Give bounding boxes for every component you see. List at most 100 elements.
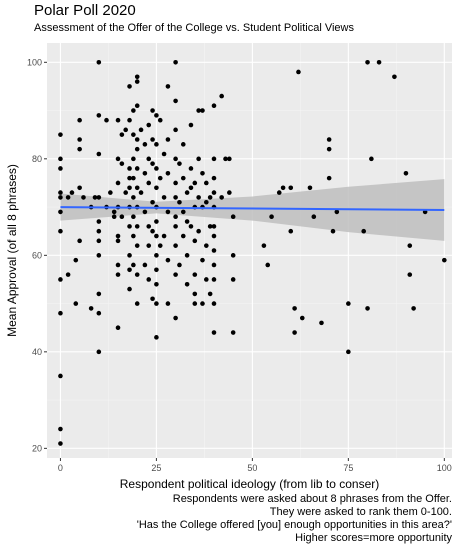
data-point	[96, 310, 102, 316]
data-point	[200, 108, 205, 113]
data-point	[81, 195, 86, 200]
data-point	[211, 103, 217, 109]
data-point	[361, 228, 367, 234]
data-point	[108, 190, 113, 195]
data-point	[192, 272, 198, 277]
data-point	[154, 301, 159, 306]
data-point	[311, 214, 317, 220]
data-point	[200, 301, 205, 306]
y-axis-title: Mean Approval (of all 8 phrases)	[5, 164, 19, 337]
data-point	[92, 195, 98, 200]
data-point	[292, 330, 297, 335]
data-point	[65, 272, 71, 277]
data-point	[127, 175, 132, 181]
data-point	[131, 262, 136, 268]
data-point	[369, 156, 374, 162]
data-point	[131, 214, 136, 220]
data-point	[211, 233, 217, 239]
data-point	[219, 93, 224, 99]
data-point	[127, 117, 132, 123]
data-point	[211, 156, 217, 162]
data-point	[192, 238, 198, 244]
x-tick-label: 100	[437, 463, 452, 473]
data-point	[96, 291, 102, 297]
data-point	[77, 146, 82, 152]
data-point	[142, 209, 148, 215]
data-point	[192, 180, 198, 186]
data-point	[173, 272, 178, 277]
data-point	[180, 175, 186, 181]
data-point	[134, 243, 140, 248]
data-point	[204, 277, 209, 282]
data-point	[165, 301, 171, 306]
data-point	[307, 185, 313, 191]
caption-line-1: Respondents were asked about 8 phrases f…	[172, 493, 452, 505]
data-point	[154, 233, 159, 239]
y-tick-label: 80	[32, 154, 42, 164]
data-point	[365, 306, 370, 311]
data-point	[177, 199, 182, 205]
data-point	[115, 272, 121, 277]
data-point	[119, 132, 125, 137]
data-point	[165, 170, 171, 176]
data-point	[77, 137, 82, 142]
data-point	[77, 238, 82, 244]
data-point	[127, 224, 132, 229]
data-point	[138, 190, 144, 195]
data-point	[127, 267, 132, 273]
data-point	[165, 209, 171, 215]
data-point	[204, 180, 209, 186]
data-point	[376, 60, 382, 65]
caption-line-3: 'Has the College offered [you] enough op…	[136, 519, 452, 531]
data-point	[96, 113, 102, 118]
data-point	[165, 84, 171, 89]
data-point	[173, 315, 178, 321]
data-point	[403, 170, 409, 176]
chart-title: Polar Poll 2020	[34, 2, 136, 19]
data-point	[188, 224, 194, 229]
x-tick-label: 0	[58, 463, 63, 473]
data-point	[204, 243, 209, 248]
data-point	[127, 185, 132, 191]
data-point	[146, 180, 152, 186]
data-point	[96, 60, 102, 65]
data-point	[227, 156, 232, 162]
data-point	[134, 224, 140, 229]
data-point	[96, 228, 102, 234]
data-point	[154, 113, 159, 118]
data-point	[184, 253, 190, 258]
data-point	[115, 117, 121, 123]
data-point	[154, 281, 159, 287]
data-point	[58, 228, 63, 234]
data-point	[196, 156, 201, 162]
data-point	[200, 170, 205, 176]
data-point	[207, 224, 213, 229]
data-point	[407, 243, 413, 248]
data-point	[173, 224, 178, 229]
y-tick-label: 40	[32, 347, 42, 357]
data-point	[134, 166, 140, 171]
data-point	[150, 228, 155, 234]
data-point	[134, 103, 140, 109]
data-point	[346, 349, 351, 355]
data-point	[115, 325, 121, 331]
data-point	[196, 228, 201, 234]
data-point	[154, 267, 159, 273]
data-point	[142, 170, 148, 176]
data-point	[150, 296, 155, 302]
data-point	[173, 60, 178, 65]
plot-panel	[47, 43, 452, 458]
caption-line-4: Higher scores=more opportunity	[295, 532, 452, 544]
axes-layer: 0 25 50 75 100 20 40 60 80 100	[27, 57, 452, 473]
data-point	[58, 190, 63, 195]
data-point	[207, 291, 213, 297]
data-point	[134, 146, 140, 152]
data-point	[411, 306, 416, 311]
data-point	[392, 74, 397, 80]
data-point	[58, 195, 63, 200]
data-point	[146, 224, 152, 229]
data-point	[146, 277, 152, 282]
data-point	[173, 180, 178, 186]
data-point	[96, 195, 102, 200]
